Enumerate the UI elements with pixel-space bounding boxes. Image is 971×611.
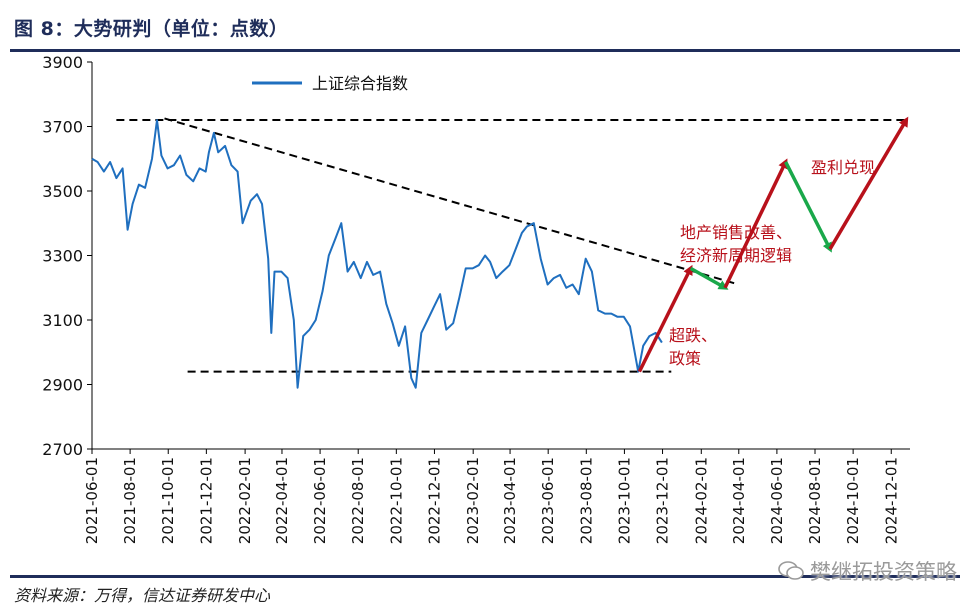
axes: 2700 2900 3100 3300 3500 3700 3900 2021-06-01 20… [42, 53, 910, 544]
x-tick-label: 2021-10-01 [159, 457, 177, 544]
y-tick-label: 3100 [42, 311, 83, 330]
x-tick-label: 2023-08-01 [577, 457, 595, 544]
legend: 上证综合指数 [252, 74, 408, 93]
x-tick-label: 2022-10-01 [387, 457, 405, 544]
x-tick-label: 2022-04-01 [273, 457, 291, 544]
annotation-oversold: 超跌、 政策 [669, 326, 722, 368]
series-layer [91, 119, 663, 389]
y-tick-label: 2700 [42, 440, 83, 459]
x-tick-label: 2023-06-01 [539, 457, 557, 544]
x-tick-label: 2021-12-01 [197, 457, 215, 544]
x-tick-label: 2022-12-01 [425, 457, 443, 544]
legend-label: 上证综合指数 [312, 74, 408, 93]
y-tick-label: 3300 [42, 247, 83, 266]
scenario-arrow-up [723, 158, 788, 289]
x-tick-label: 2023-10-01 [615, 457, 633, 544]
x-tick-label: 2024-08-01 [806, 457, 824, 544]
scenario-arrows [637, 116, 909, 373]
x-tick-label: 2024-02-01 [692, 457, 710, 544]
x-tick-label: 2023-02-01 [464, 457, 482, 544]
annotations: 超跌、 政策 地产销售改善、 经济新周期逻辑 盈利兑现 [669, 158, 875, 368]
x-tick-label: 2024-04-01 [730, 457, 748, 544]
watermark-text: 樊继拓投资策略 [810, 560, 957, 584]
reference-lines [116, 117, 907, 373]
x-tick-label: 2022-06-01 [311, 457, 329, 544]
series-line [91, 119, 663, 389]
y-tick-label: 3900 [42, 53, 83, 72]
header-rule [10, 49, 960, 52]
x-tick-label: 2024-12-01 [882, 457, 900, 544]
wechat-icon [778, 561, 804, 580]
figure-title: 图 8：大势研判（单位：点数） [14, 18, 289, 40]
reference-line [164, 117, 740, 286]
y-tick-label: 2900 [42, 376, 83, 395]
scenario-arrow-up [637, 264, 693, 373]
x-tick-label: 2024-10-01 [844, 457, 862, 544]
y-tick-label: 3700 [42, 118, 83, 137]
x-tick-label: 2022-08-01 [349, 457, 367, 544]
annotation-earnings: 盈利兑现 [811, 158, 875, 177]
chart: 2700 2900 3100 3300 3500 3700 3900 2021-06-01 20… [42, 53, 910, 544]
x-tick-label: 2022-02-01 [236, 457, 254, 544]
scenario-arrow-down [689, 266, 729, 290]
x-tick-label: 2023-04-01 [501, 457, 519, 544]
source-note: 资料来源：万得，信达证券研发中心 [14, 586, 271, 605]
x-tick-label: 2024-06-01 [768, 457, 786, 544]
footer-rule [10, 575, 960, 578]
scenario-arrow-up [828, 116, 909, 250]
annotation-property: 地产销售改善、 经济新周期逻辑 [680, 223, 797, 265]
x-tick-label: 2023-12-01 [654, 457, 672, 544]
y-tick-label: 3500 [42, 182, 83, 201]
x-tick-label: 2021-06-01 [83, 457, 101, 544]
watermark: 樊继拓投资策略 [778, 556, 957, 586]
x-tick-label: 2021-08-01 [121, 457, 139, 544]
scenario-arrow-down [784, 161, 832, 253]
